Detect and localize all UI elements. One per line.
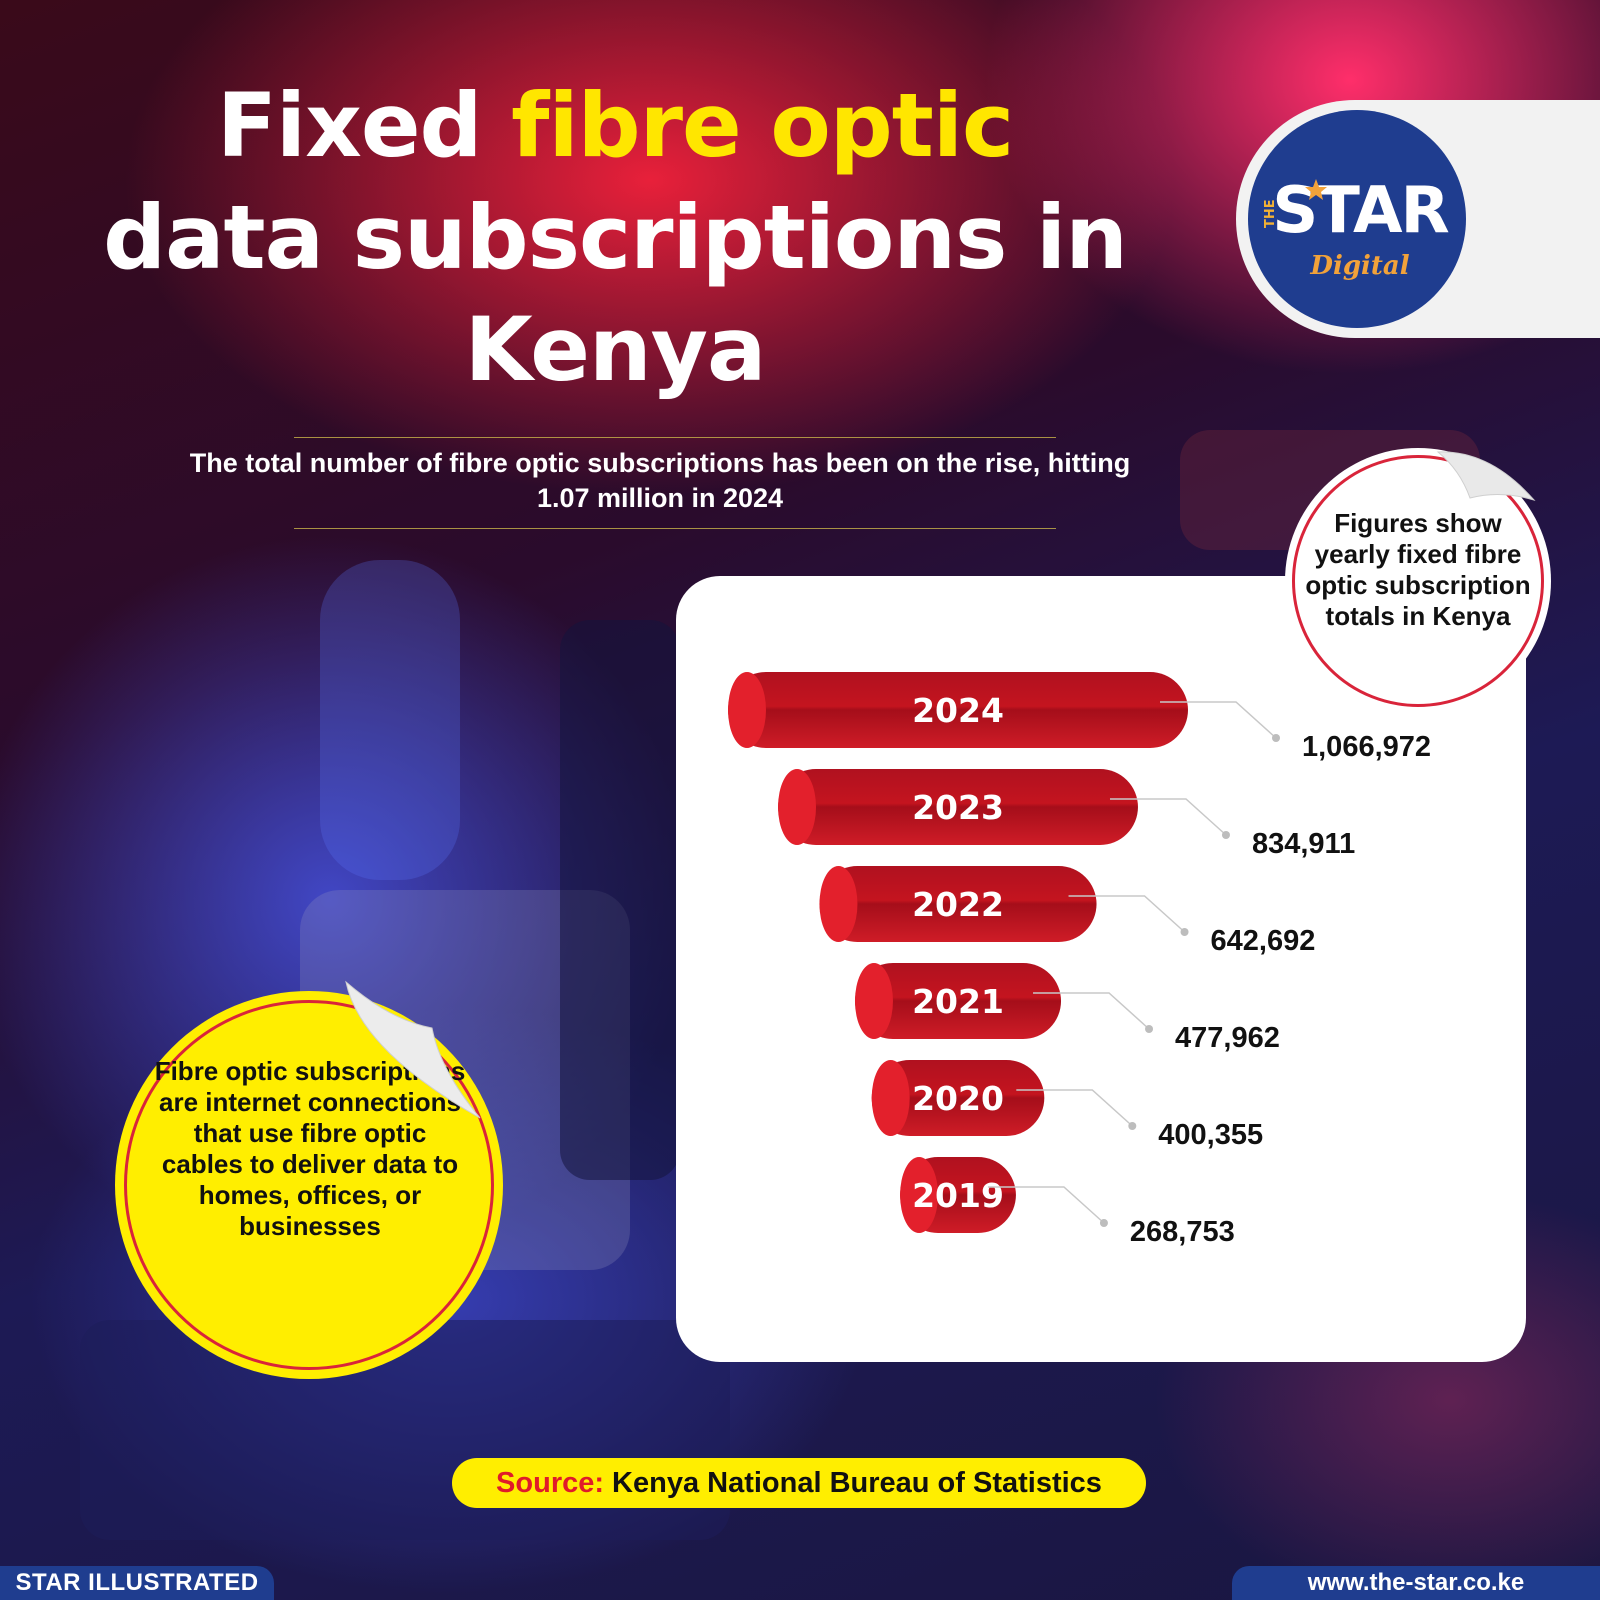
leader-line-2024 xyxy=(1160,701,1277,739)
leader-line-2021 xyxy=(1033,992,1150,1030)
title-line1-white: Fixed xyxy=(216,74,512,177)
bar-group-2023: 2023 834,911 xyxy=(778,769,1355,860)
bar-cap-2022 xyxy=(819,866,858,942)
note-text: Figures show yearly fixed fibre optic su… xyxy=(1305,508,1531,631)
bar-value-label-2022: 642,692 xyxy=(1211,925,1316,957)
page-curl-icon-definition xyxy=(345,980,481,1119)
leader-line-2020 xyxy=(1016,1089,1133,1127)
bar-value-label-2023: 834,911 xyxy=(1252,828,1355,860)
logo-circle xyxy=(1248,110,1466,328)
bar-2020 xyxy=(871,1060,1045,1136)
bar-value-label-2020: 400,355 xyxy=(1158,1119,1263,1151)
bar-cap-2023 xyxy=(778,769,817,845)
leader-line-2019 xyxy=(987,1186,1105,1224)
subtitle: The total number of fibre optic subscrip… xyxy=(189,448,1131,513)
bar-value-label-2024: 1,066,972 xyxy=(1302,731,1431,763)
subtitle-rule-top xyxy=(294,437,1056,438)
bar-cap-2024 xyxy=(728,672,766,748)
leader-dot-2022 xyxy=(1180,928,1189,936)
bar-year-label-2023: 2023 xyxy=(912,788,1004,827)
footer-brand: STAR ILLUSTRATED xyxy=(0,1566,274,1600)
footer-website-link[interactable]: www.the-star.co.ke xyxy=(1232,1566,1600,1600)
bar-2021 xyxy=(854,963,1062,1039)
bar-group-2021: 2021 477,962 xyxy=(854,963,1280,1054)
bar-cap-2020 xyxy=(871,1060,910,1136)
note-circle xyxy=(1292,455,1544,707)
star-digital-logo: THE STAR Digital xyxy=(1263,174,1451,281)
bar-year-label-2022: 2022 xyxy=(912,885,1004,924)
source-badge: Source: Kenya National Bureau of Statist… xyxy=(452,1458,1146,1508)
bar-cap-2021 xyxy=(854,963,893,1039)
bar-group-2024: 2024 1,066,972 xyxy=(728,672,1431,763)
star-icon xyxy=(1305,179,1327,200)
title-line2: data subscriptions in xyxy=(103,186,1128,289)
leader-line-2023 xyxy=(1109,798,1227,836)
bar-group-2020: 2020 400,355 xyxy=(871,1060,1263,1151)
bar-value-label-2021: 477,962 xyxy=(1175,1022,1280,1054)
bar-year-label-2021: 2021 xyxy=(912,982,1004,1021)
bar-year-label-2024: 2024 xyxy=(912,691,1004,730)
leader-dot-2020 xyxy=(1128,1122,1137,1130)
bar-value-label-2019: 268,753 xyxy=(1130,1216,1235,1248)
bar-year-label-2019: 2019 xyxy=(912,1176,1004,1215)
bar-2023 xyxy=(778,769,1138,845)
bar-2022 xyxy=(819,866,1097,942)
background-photo-panel xyxy=(560,620,680,1180)
page-curl-icon xyxy=(1436,451,1536,501)
leader-dot-2024 xyxy=(1272,734,1280,742)
leader-dot-2019 xyxy=(1099,1219,1108,1227)
title-line1-highlight: fibre optic xyxy=(511,74,1014,177)
subtitle-rule-bottom xyxy=(294,528,1056,529)
leader-dot-2023 xyxy=(1221,831,1230,839)
bar-cap-2019 xyxy=(900,1157,939,1233)
page-title: Fixed fibre optic data subscriptions in Ke… xyxy=(40,70,1190,406)
bar-year-label-2020: 2020 xyxy=(912,1079,1004,1118)
logo-star: STAR xyxy=(1272,174,1448,248)
logo-the: THE xyxy=(1263,199,1278,228)
logo-digital: Digital xyxy=(1309,251,1409,281)
bar-chart: 2024 1,066,972 2023 834,911 2022 642,692 2021 4… xyxy=(728,672,1431,1248)
background-photo-bottle xyxy=(320,560,460,880)
source-text: Kenya National Bureau of Statistics xyxy=(612,1466,1102,1499)
source-label: Source: xyxy=(496,1466,605,1499)
leader-line-2022 xyxy=(1068,895,1186,933)
bar-group-2022: 2022 642,692 xyxy=(819,866,1315,957)
bar-group-2019: 2019 268,753 xyxy=(900,1157,1235,1248)
bar-2024 xyxy=(728,672,1188,748)
leader-dot-2021 xyxy=(1145,1025,1154,1033)
definition-circle xyxy=(124,1000,494,1370)
title-line3: Kenya xyxy=(464,298,767,401)
